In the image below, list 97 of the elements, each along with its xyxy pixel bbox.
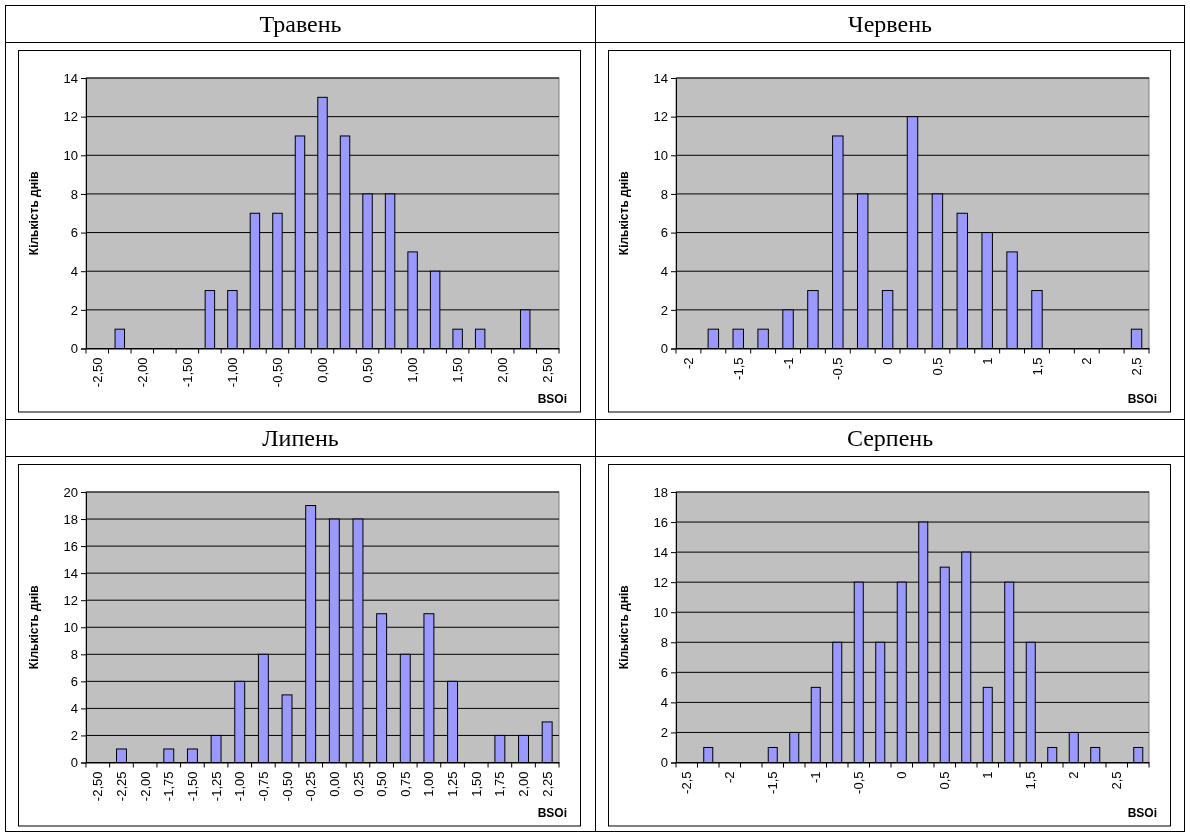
x-tick-label: -1,25	[208, 771, 224, 801]
x-tick-label: 0,50	[374, 771, 390, 797]
x-tick-label: -1,00	[224, 357, 240, 388]
y-axis-title: Кількість днів	[27, 171, 41, 256]
x-tick-label: -0,25	[303, 771, 319, 801]
y-tick-label: 4	[70, 263, 78, 279]
x-tick-label: 1	[980, 771, 996, 779]
y-tick-label: 16	[63, 538, 78, 554]
x-tick-label: -2	[722, 771, 738, 783]
x-tick-label: 2,50	[540, 357, 556, 383]
x-tick-label: -1,5	[765, 771, 781, 794]
y-tick-label: 10	[653, 147, 668, 163]
x-tick-label: 2,00	[495, 357, 511, 383]
y-tick-label: 10	[63, 619, 78, 635]
y-axis-title: Кількість днів	[27, 584, 41, 669]
y-tick-label: 14	[63, 565, 78, 581]
chart-title: Травень	[6, 6, 595, 43]
x-tick-label: 1,00	[421, 771, 437, 797]
x-axis-title: BSOi	[537, 805, 567, 819]
x-tick-label: 1,75	[492, 771, 508, 797]
chart-title: Червень	[596, 6, 1184, 43]
x-tick-label: 1,00	[405, 357, 421, 383]
x-tick-label: -1	[780, 357, 796, 370]
x-axis-title: BSOi	[537, 391, 567, 406]
x-tick-label: 2,5	[1109, 771, 1125, 790]
x-tick-label: -2,00	[137, 771, 153, 801]
x-tick-label: -1,50	[179, 357, 195, 388]
x-tick-label: 0,00	[326, 771, 342, 797]
y-axis-title: Кількість днів	[617, 171, 631, 256]
y-tick-label: 14	[63, 70, 78, 86]
y-tick-label: 6	[660, 664, 668, 680]
y-tick-label: 2	[70, 727, 78, 743]
y-tick-label: 8	[70, 186, 78, 202]
x-tick-label: 1,25	[445, 771, 461, 797]
y-tick-label: 12	[63, 592, 78, 608]
y-tick-label: 12	[63, 109, 78, 125]
x-tick-label: 1,50	[468, 771, 484, 797]
x-tick-label: 0,5	[937, 771, 953, 790]
x-tick-label: -2,50	[90, 771, 106, 801]
y-tick-label: 6	[70, 225, 78, 241]
x-tick-label: 2,00	[516, 771, 532, 797]
x-tick-label: -2,25	[114, 771, 130, 801]
x-tick-label: -1,00	[232, 771, 248, 801]
x-tick-label: 1	[979, 357, 995, 365]
x-tick-label: -2,50	[89, 357, 105, 388]
x-tick-label: -1,5	[730, 357, 746, 380]
x-tick-label: -0,50	[270, 357, 285, 388]
y-tick-label: 8	[70, 646, 78, 662]
x-tick-label: -0,50	[279, 771, 295, 801]
y-tick-label: 8	[660, 186, 668, 202]
y-tick-label: 14	[653, 70, 668, 86]
x-tick-label: -0,75	[255, 771, 271, 801]
y-tick-label: 4	[660, 263, 668, 279]
x-tick-label: 0,75	[397, 771, 413, 797]
x-tick-label: 1,5	[1029, 357, 1045, 376]
y-tick-label: 18	[653, 484, 668, 500]
x-tick-label: 0	[880, 357, 896, 365]
x-tick-label: 0,00	[315, 357, 331, 383]
y-tick-label: 12	[653, 109, 668, 125]
y-tick-label: 16	[653, 514, 668, 530]
y-tick-label: 20	[63, 484, 78, 500]
x-tick-label: -0,5	[851, 771, 867, 794]
y-tick-label: 8	[660, 634, 668, 650]
y-tick-label: 10	[653, 604, 668, 620]
x-axis-title: BSOi	[1127, 391, 1157, 406]
y-tick-label: 4	[70, 700, 78, 716]
x-tick-label: 0	[894, 771, 910, 779]
y-tick-label: 2	[70, 302, 78, 318]
y-tick-label: 6	[70, 673, 78, 689]
y-tick-label: 18	[63, 511, 78, 527]
y-tick-label: 2	[660, 724, 668, 740]
y-axis-title: Кількість днів	[617, 584, 631, 669]
x-tick-label: 0,5	[929, 357, 945, 376]
x-tick-label: 1,50	[450, 357, 466, 383]
x-tick-label: -2	[681, 357, 696, 370]
y-tick-label: 10	[63, 147, 78, 163]
x-tick-label: 0,25	[350, 771, 366, 797]
x-tick-label: -2,00	[134, 357, 150, 388]
x-tick-label: -2,5	[679, 771, 695, 794]
y-tick-label: 4	[660, 694, 668, 710]
x-tick-label: -1,50	[184, 771, 200, 801]
chart-title: Липень	[6, 419, 595, 457]
chart-title: Серпень	[596, 419, 1184, 457]
x-tick-label: 2,5	[1129, 357, 1145, 376]
x-tick-label: 2,25	[539, 771, 555, 797]
x-axis-title: BSOi	[1127, 805, 1157, 819]
y-tick-label: 12	[653, 574, 668, 590]
x-tick-label: 1,5	[1023, 771, 1039, 790]
x-tick-label: 2	[1079, 357, 1095, 365]
x-tick-label: -1	[808, 771, 824, 783]
x-tick-label: -1,75	[161, 771, 177, 801]
y-tick-label: 6	[660, 225, 668, 241]
y-tick-label: 2	[660, 302, 668, 318]
y-tick-label: 14	[653, 544, 668, 560]
x-tick-label: 2	[1066, 771, 1082, 779]
x-tick-label: -0,5	[830, 357, 846, 380]
x-tick-label: 0,50	[360, 357, 376, 383]
